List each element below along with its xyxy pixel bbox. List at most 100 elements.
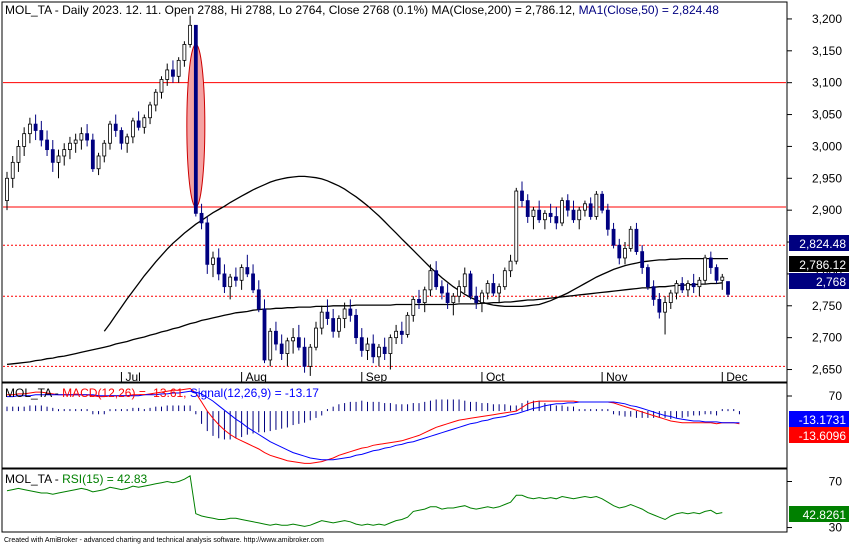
price-ytick-label: 3,050 bbox=[812, 108, 842, 122]
tag-rsi: 42.8261 bbox=[789, 506, 849, 522]
candle-body bbox=[611, 228, 616, 246]
candle-body bbox=[268, 330, 273, 361]
candle-body bbox=[62, 149, 67, 157]
candle-body bbox=[726, 281, 730, 295]
candle-body bbox=[22, 133, 27, 147]
candle-body bbox=[657, 299, 662, 313]
candle-body bbox=[605, 209, 610, 230]
signal-line bbox=[7, 390, 740, 461]
candle-body bbox=[680, 283, 685, 291]
candle-body bbox=[703, 257, 708, 281]
candle-body bbox=[165, 69, 170, 80]
candle-body bbox=[514, 190, 519, 262]
candle-body bbox=[354, 314, 358, 339]
candle-body bbox=[663, 302, 667, 313]
candle-body bbox=[451, 295, 456, 303]
candle-body bbox=[119, 130, 124, 144]
candle-body bbox=[308, 346, 313, 367]
tag-ma200: 2,786.12 bbox=[789, 256, 849, 272]
candle-body bbox=[686, 283, 690, 291]
price-ytick-label: 2,950 bbox=[812, 171, 842, 185]
date-tick-label: Sep bbox=[366, 370, 388, 384]
rsi-line bbox=[6, 474, 723, 527]
candle-body bbox=[628, 228, 633, 249]
candle-body bbox=[331, 318, 336, 332]
price-ytick-label: 2,650 bbox=[812, 363, 842, 377]
candle-body bbox=[142, 117, 147, 128]
date-tick-label: Aug bbox=[246, 370, 267, 384]
candle-body bbox=[691, 283, 696, 288]
candle-body bbox=[188, 24, 193, 45]
candle-body bbox=[302, 346, 307, 367]
candle-body bbox=[85, 133, 90, 141]
candle-body bbox=[708, 257, 713, 268]
price-ytick-label: 2,700 bbox=[812, 331, 842, 345]
candle-body bbox=[394, 330, 399, 339]
candle-body bbox=[256, 289, 261, 310]
candle-body bbox=[371, 343, 376, 358]
price-ytick-label: 2,750 bbox=[812, 299, 842, 313]
candle-body bbox=[399, 330, 404, 335]
footer-credit: Created with AmiBroker - advanced charti… bbox=[4, 537, 324, 544]
candle-body bbox=[33, 123, 38, 131]
candle-body bbox=[491, 283, 496, 294]
candle-body bbox=[474, 295, 479, 303]
candle-body bbox=[251, 273, 255, 291]
macd-layer: 70 bbox=[6, 387, 842, 464]
candle-body bbox=[508, 260, 513, 272]
price-panel bbox=[1, 1, 788, 383]
candle-body bbox=[422, 289, 427, 303]
candle-body bbox=[342, 308, 347, 319]
tag-ma50: 2,824.48 bbox=[789, 235, 849, 251]
candle-body bbox=[548, 212, 553, 217]
candle-body bbox=[108, 123, 112, 144]
macd-header: MOL_TA - MACD(12,26) = -13.61, Signal(12… bbox=[5, 386, 319, 400]
candle-body bbox=[102, 142, 107, 157]
date-tick-label: Oct bbox=[486, 370, 505, 384]
price-ytick-label: 2,900 bbox=[812, 203, 842, 217]
price-header: MOL_TA - Daily 2023. 12. 11. Open 2788, … bbox=[5, 3, 719, 17]
candle-body bbox=[171, 69, 175, 77]
candle-body bbox=[90, 139, 95, 170]
candle-body bbox=[565, 200, 570, 211]
candle-body bbox=[16, 146, 21, 163]
candle-body bbox=[439, 286, 444, 294]
rsi-ytick-label: 70 bbox=[829, 475, 843, 489]
candle-body bbox=[10, 161, 15, 179]
candle-body bbox=[594, 193, 599, 217]
candle-body bbox=[577, 209, 582, 221]
candle-body bbox=[382, 346, 387, 354]
candle-body bbox=[228, 276, 233, 288]
macd-panel bbox=[1, 382, 788, 469]
candle-body bbox=[640, 251, 645, 268]
date-tick-label: Dec bbox=[726, 370, 747, 384]
date-tick-label: Jul bbox=[125, 370, 140, 384]
candle-body bbox=[348, 308, 353, 316]
tag-signal: -13.1731 bbox=[789, 411, 849, 427]
candle-body bbox=[291, 337, 296, 342]
candle-body bbox=[27, 123, 32, 135]
candle-body bbox=[45, 139, 49, 151]
candle-body bbox=[262, 308, 267, 361]
price-layer: 2,6502,7002,7502,8002,8502,9002,9503,000… bbox=[3, 12, 842, 384]
candle-body bbox=[325, 311, 330, 319]
candle-body bbox=[377, 346, 381, 358]
price-ytick-label: 3,100 bbox=[812, 76, 842, 90]
candle-body bbox=[113, 123, 118, 131]
candle-body bbox=[153, 91, 158, 106]
candle-body bbox=[239, 267, 244, 281]
candle-body bbox=[520, 190, 524, 202]
candle-body bbox=[216, 257, 221, 275]
candle-body bbox=[634, 228, 639, 253]
candle-body bbox=[39, 130, 44, 141]
candle-body bbox=[485, 283, 490, 294]
candle-body bbox=[56, 155, 61, 163]
candle-body bbox=[588, 203, 593, 217]
rsi-ytick-label: 30 bbox=[829, 521, 843, 535]
candle-body bbox=[617, 244, 622, 259]
price-ytick-label: 3,000 bbox=[812, 139, 842, 153]
svg-text:2,824.48: 2,824.48 bbox=[799, 237, 846, 251]
candle-body bbox=[462, 273, 467, 288]
candle-body bbox=[96, 155, 101, 170]
candle-body bbox=[502, 270, 507, 288]
